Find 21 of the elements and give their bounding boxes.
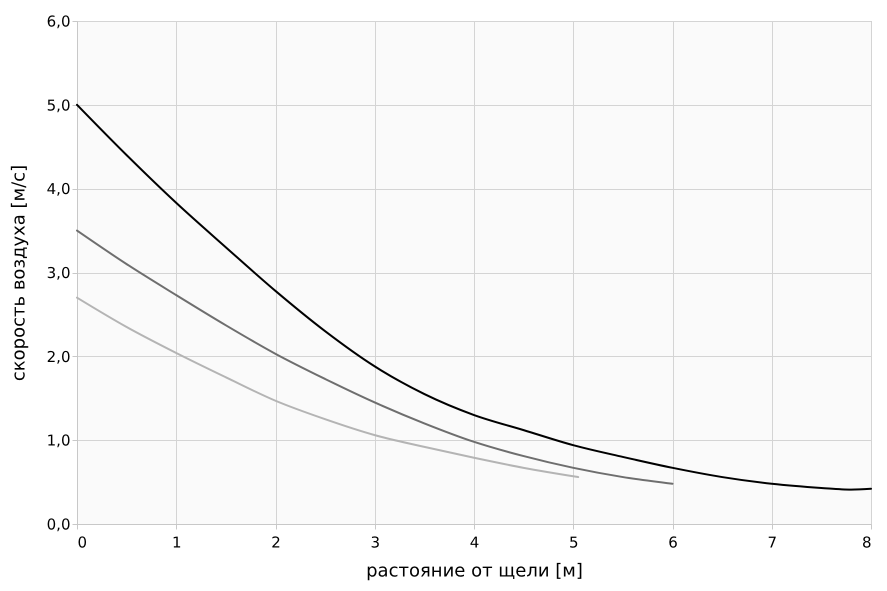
y-axis-title: скорость воздуха [м/с]	[8, 164, 30, 382]
x-tick-label: 0	[78, 534, 88, 552]
y-tick-label: 6,0	[46, 12, 70, 30]
y-tick-label: 1,0	[46, 432, 70, 450]
x-tick-label: 6	[668, 534, 678, 552]
x-axis-title: растояние от щели [м]	[366, 560, 583, 582]
line-series	[76, 230, 674, 485]
x-tick-label: 2	[271, 534, 281, 552]
y-tick-label: 4,0	[46, 180, 70, 198]
y-tick-label: 5,0	[46, 96, 70, 114]
x-tick-label: 3	[370, 534, 380, 552]
line-series	[76, 296, 580, 478]
x-tick-label: 7	[767, 534, 778, 552]
line-series	[76, 104, 872, 491]
x-tick-label: 5	[568, 534, 579, 552]
y-tick-label: 2,0	[46, 348, 70, 366]
y-tick-label: 3,0	[46, 264, 70, 282]
x-tick-label: 8	[862, 534, 872, 552]
x-tick-label: 1	[172, 534, 182, 552]
y-tick-label: 0,0	[46, 516, 70, 534]
x-tick-label: 4	[470, 534, 480, 552]
